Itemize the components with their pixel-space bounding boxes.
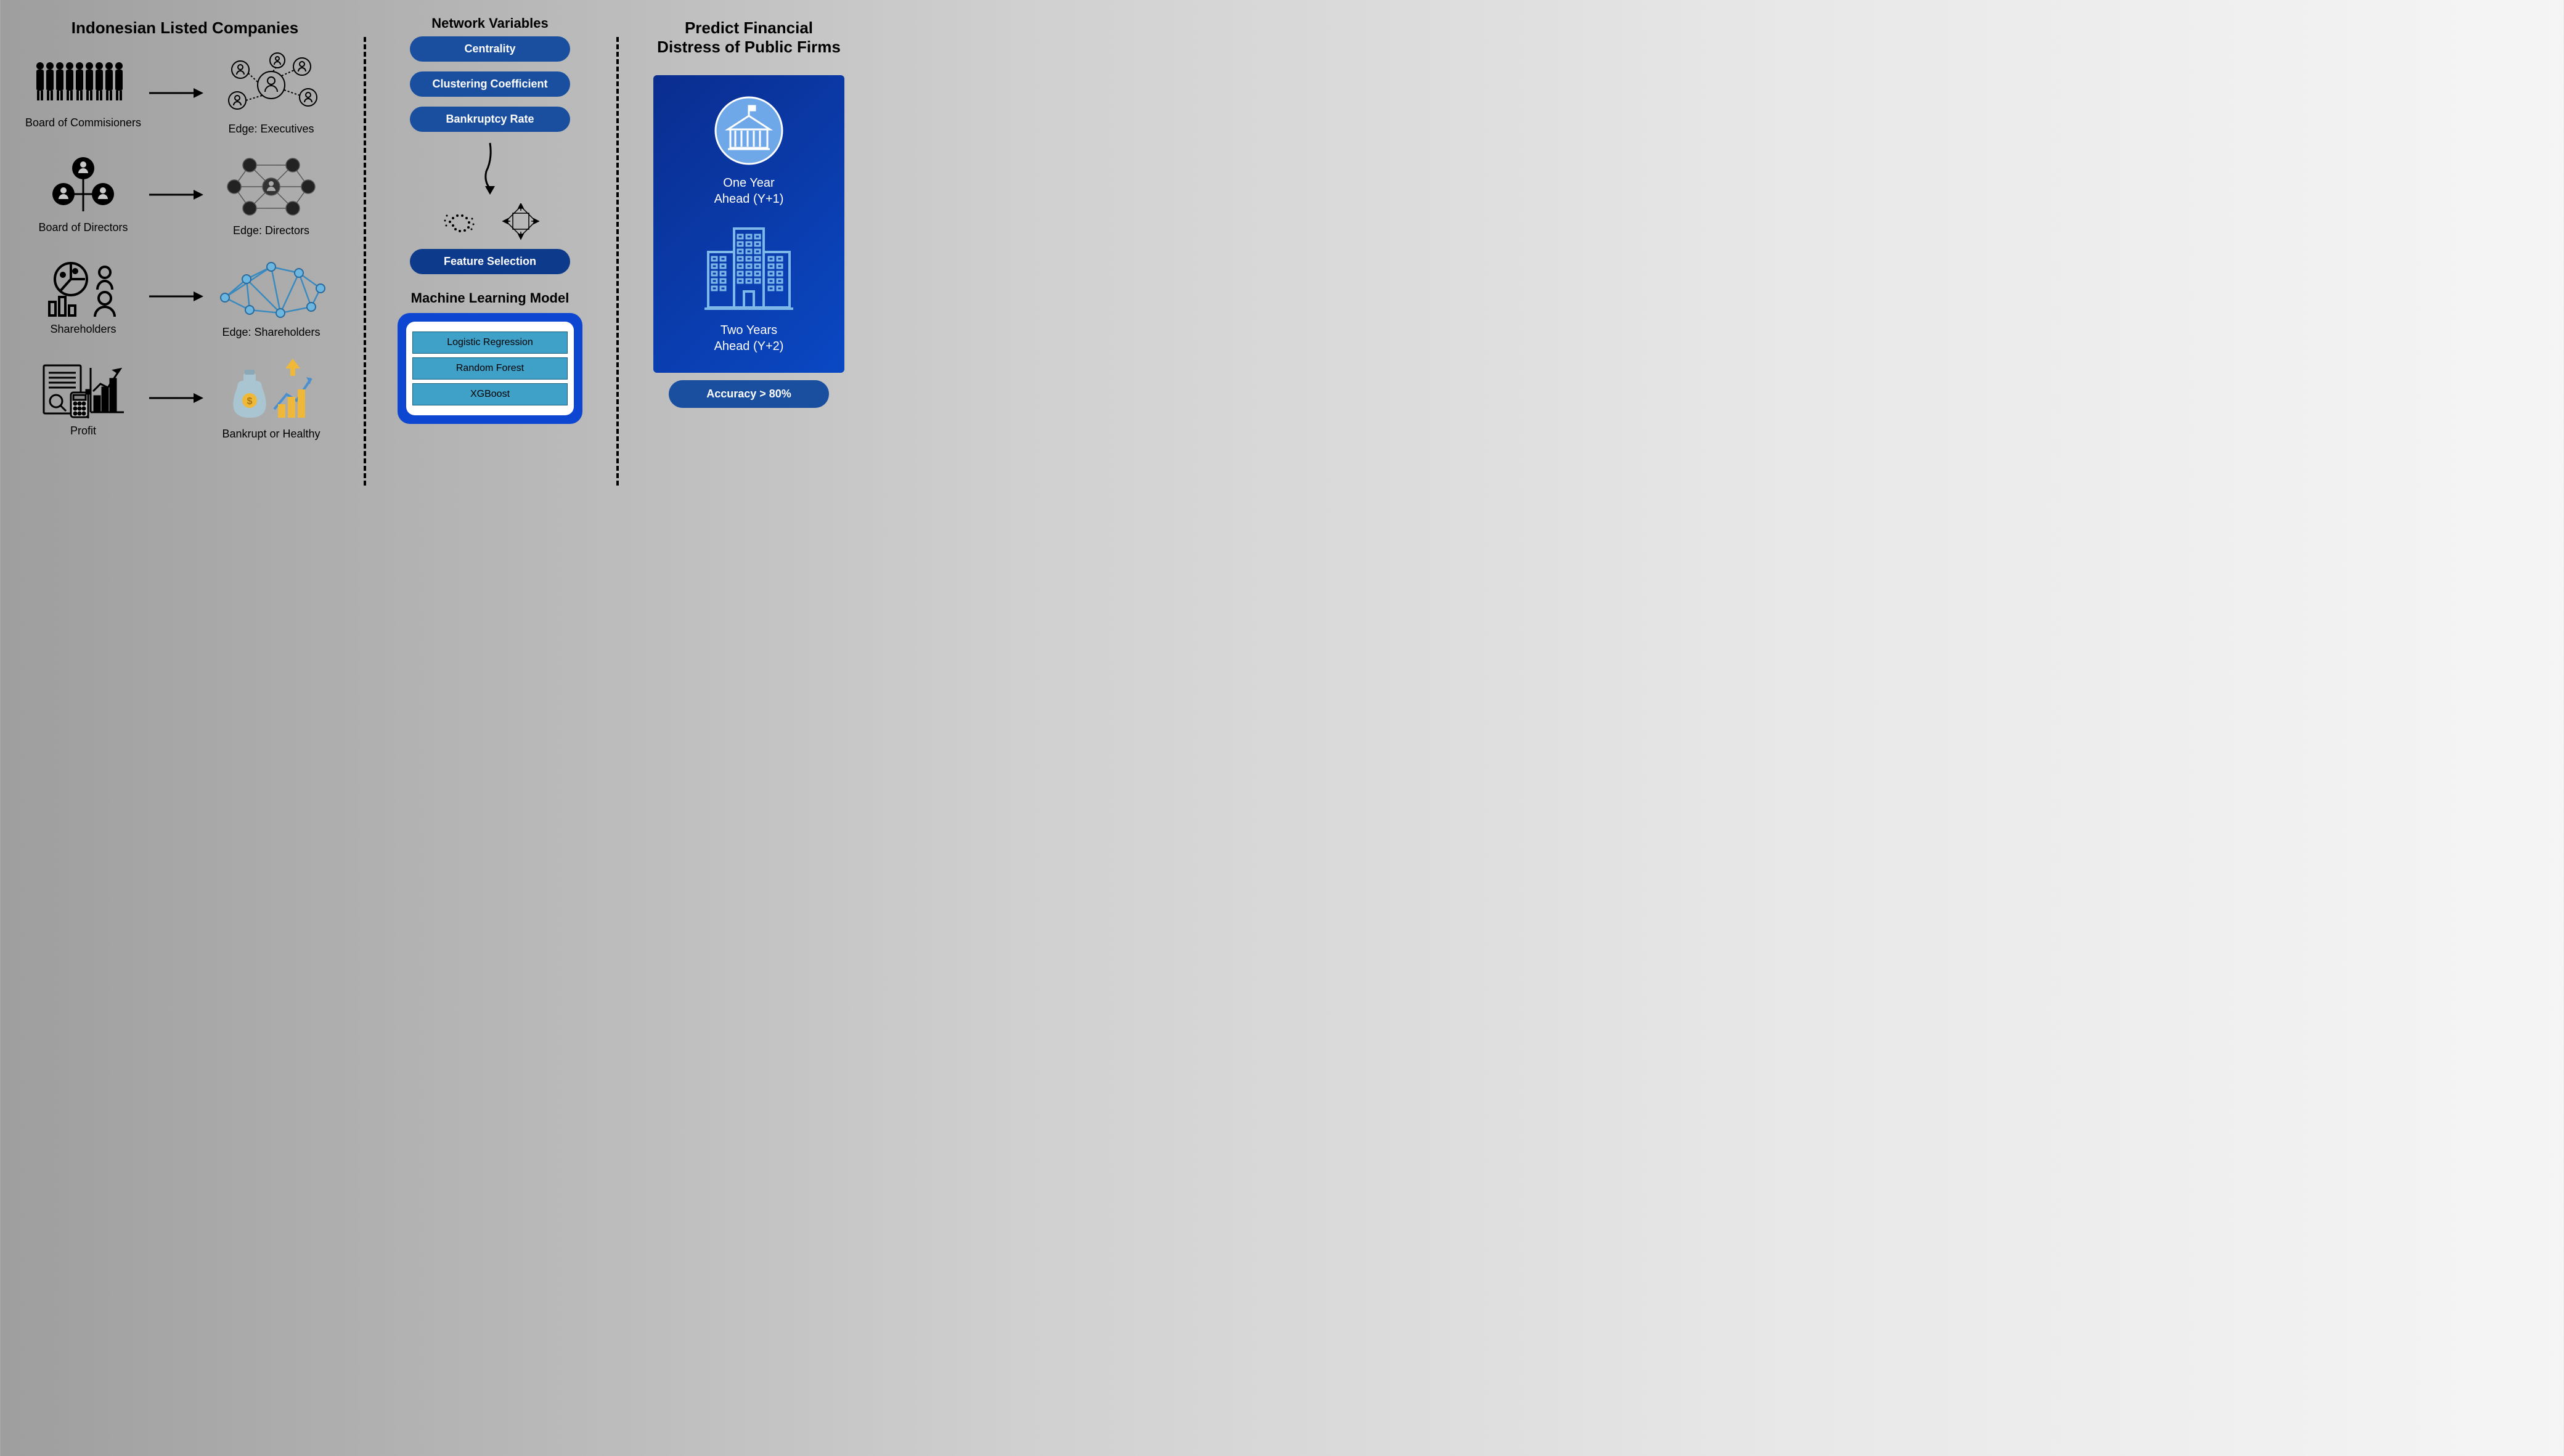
label-edge-shareholders: Edge: Shareholders xyxy=(222,326,320,339)
one-year-line2: Ahead (Y+1) xyxy=(714,192,784,206)
arrow-right-icon xyxy=(148,84,203,102)
pill-accuracy: Accuracy > 80% xyxy=(669,380,829,408)
label-profit: Profit xyxy=(70,425,96,437)
arrow-right-icon xyxy=(148,185,203,204)
svg-text:$: $ xyxy=(247,396,253,407)
col3-title: Predict Financial Distress of Public Fir… xyxy=(657,18,841,57)
profit-report-icon xyxy=(40,359,126,421)
ml-item-logreg: Logistic Regression xyxy=(412,331,568,354)
vertical-divider-2 xyxy=(616,37,619,486)
org-tree-icon xyxy=(46,156,120,218)
column-inputs: Indonesian Listed Companies xyxy=(18,0,351,504)
two-years-line1: Two Years xyxy=(721,323,777,337)
one-year-line1: One Year xyxy=(723,176,774,190)
row-directors: Board of Directors xyxy=(18,148,351,241)
label-shareholders: Shareholders xyxy=(50,323,116,336)
decorative-feature-icons xyxy=(438,203,542,240)
label-commissioners: Board of Commisioners xyxy=(25,116,141,129)
label-edge-directors: Edge: Directors xyxy=(233,224,309,237)
network-people-outline-icon xyxy=(219,51,324,119)
prediction-card: One Year Ahead (Y+1) xyxy=(653,75,844,373)
people-group-icon xyxy=(34,57,133,113)
bank-badge-icon xyxy=(712,94,786,168)
col2-title: Network Variables xyxy=(431,15,549,31)
label-edge-executives: Edge: Executives xyxy=(228,123,314,136)
pill-feature-selection: Feature Selection xyxy=(410,249,570,274)
ml-item-rf: Random Forest xyxy=(412,357,568,380)
label-bankrupt-healthy: Bankrupt or Healthy xyxy=(222,428,320,441)
ml-title: Machine Learning Model xyxy=(411,290,570,306)
arrow-right-icon xyxy=(148,389,203,407)
ml-item-xgb: XGBoost xyxy=(412,383,568,405)
ml-model-box: Logistic Regression Random Forest XGBoos… xyxy=(398,313,582,424)
pill-clustering: Clustering Coefficient xyxy=(410,71,570,97)
vertical-divider-1 xyxy=(364,37,366,486)
money-growth-icon: $ xyxy=(219,356,324,424)
swirl-icon xyxy=(438,203,481,240)
buildings-icon xyxy=(700,222,798,315)
network-people-ring-icon xyxy=(216,153,327,221)
row-shareholders: Shareholders xyxy=(18,250,351,343)
col1-title: Indonesian Listed Companies xyxy=(18,18,351,38)
pill-centrality: Centrality xyxy=(410,36,570,62)
col3-title-line2: Distress of Public Firms xyxy=(657,38,841,56)
label-directors: Board of Directors xyxy=(38,221,128,234)
compass-diagram-icon xyxy=(499,203,542,240)
column-output: Predict Financial Distress of Public Fir… xyxy=(629,0,869,504)
two-years-line2: Ahead (Y+2) xyxy=(714,340,784,353)
pill-bankruptcy-rate: Bankruptcy Rate xyxy=(410,107,570,132)
col3-title-line1: Predict Financial xyxy=(685,18,813,37)
row-profit: Profit $ xyxy=(18,352,351,444)
column-model: Network Variables Centrality Clustering … xyxy=(370,0,610,504)
arrow-right-icon xyxy=(148,287,203,306)
graph-network-icon xyxy=(213,254,330,322)
row-commissioners: Board of Commisioners xyxy=(18,47,351,139)
arrow-down-icon xyxy=(478,140,502,196)
shareholders-icon xyxy=(43,258,123,319)
